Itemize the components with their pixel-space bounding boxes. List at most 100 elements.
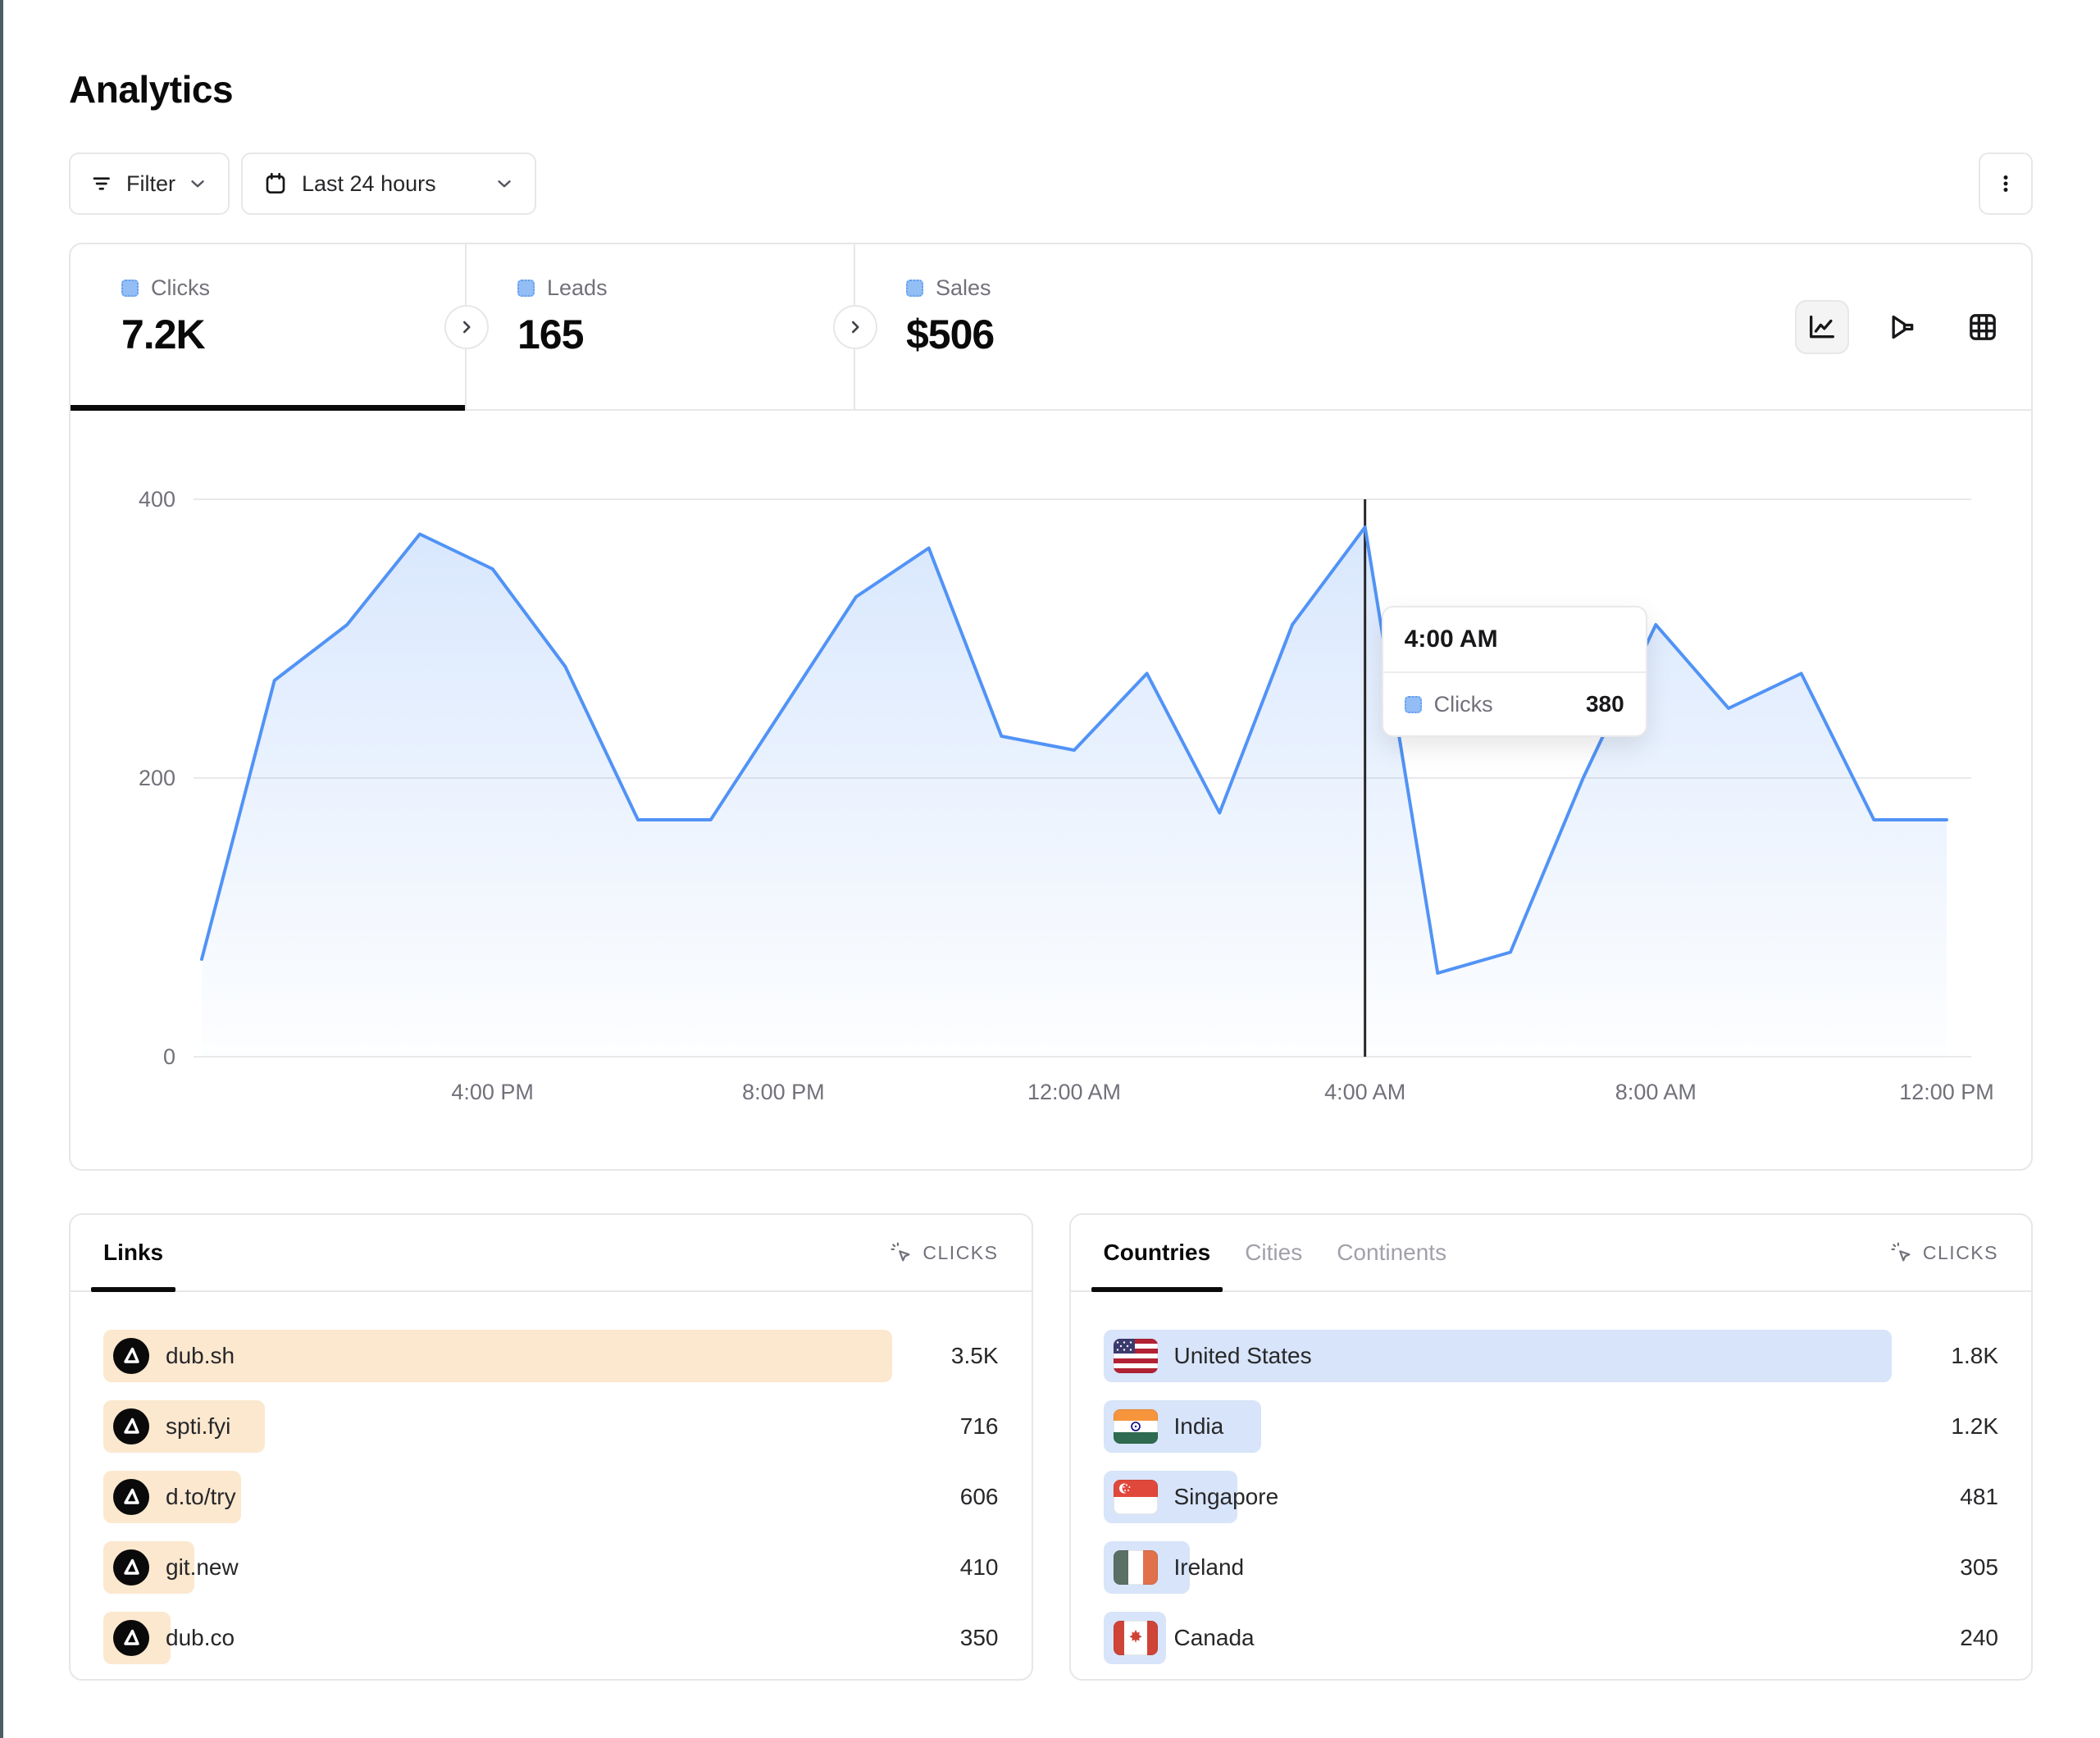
- x-axis-label: 8:00 AM: [1615, 1080, 1697, 1104]
- row-label: spti.fyi: [166, 1413, 231, 1439]
- row-label: Canada: [1173, 1625, 1255, 1650]
- countries-metric-header[interactable]: CLICKS: [1890, 1241, 1998, 1264]
- sg-flag-icon: [1113, 1480, 1158, 1514]
- x-axis-label: 8:00 PM: [742, 1080, 825, 1104]
- us-flag-icon: [1113, 1339, 1158, 1373]
- row-value: 3.5K: [950, 1343, 999, 1368]
- singapore-flag-icon: [1113, 1480, 1158, 1514]
- country-row-united-states[interactable]: United States 1.8K: [1103, 1330, 1998, 1382]
- chart-region: 0 200 400 4:00 PM 8:00 PM 12:00 AM 4:00 AM 8:00…: [71, 411, 2031, 1169]
- row-value: 350: [959, 1625, 999, 1650]
- row-value: 1.8K: [1951, 1343, 1998, 1368]
- stats-tab-clicks[interactable]: Clicks 7.2K: [71, 244, 467, 411]
- tooltip-time: 4:00 AM: [1404, 626, 1498, 653]
- row-label: India: [1173, 1413, 1224, 1439]
- row-label: dub.sh: [166, 1343, 235, 1368]
- funnel-chart-icon: [1886, 311, 1919, 344]
- country-row-singapore[interactable]: Singapore 481: [1103, 1471, 1998, 1523]
- stats-tab-sales[interactable]: Sales $506: [855, 244, 2031, 409]
- leads-legend-square: [517, 280, 535, 297]
- filter-button[interactable]: Filter: [69, 152, 230, 215]
- chevron-down-icon: [494, 173, 515, 194]
- clicks-line: [200, 525, 1948, 975]
- link-row-dub-sh[interactable]: dub.sh 3.5K: [103, 1330, 999, 1382]
- tooltip-legend-square: [1404, 695, 1422, 713]
- x-axis-label: 4:00 PM: [451, 1080, 534, 1104]
- links-metric-header[interactable]: CLICKS: [890, 1241, 998, 1264]
- clicks-legend-square: [121, 280, 139, 297]
- y-axis-label: 0: [163, 1044, 175, 1069]
- row-label: git.new: [166, 1554, 239, 1580]
- funnel-chart-view-button[interactable]: [1875, 300, 1929, 354]
- link-row-spti-fyi[interactable]: spti.fyi 716: [103, 1400, 999, 1453]
- filter-icon: [90, 171, 115, 196]
- x-axis-label: 12:00 AM: [1027, 1080, 1121, 1104]
- dub-logo-icon: [113, 1408, 149, 1445]
- us-flag-icon: [1113, 1339, 1158, 1373]
- countries-panel-header: Countries Cities Continents CLICKS: [1070, 1215, 2031, 1292]
- country-row-canada[interactable]: Canada 240: [1103, 1612, 1998, 1664]
- kebab-icon: [1993, 171, 2018, 196]
- tab-countries[interactable]: Countries: [1091, 1215, 1223, 1292]
- chevron-down-icon: [187, 173, 208, 194]
- dub-logo-icon: [113, 1549, 149, 1586]
- in-flag-icon: [1113, 1409, 1158, 1444]
- dub-logo-icon: [113, 1338, 149, 1374]
- links-metric-label: CLICKS: [922, 1241, 999, 1263]
- expand-leads-button[interactable]: [833, 305, 877, 349]
- leads-stat-value: 165: [517, 312, 584, 357]
- line-chart-view-button[interactable]: [1795, 300, 1849, 354]
- ireland-flag-icon: [1113, 1550, 1158, 1585]
- links-panel-header: Links CLICKS: [71, 1215, 1032, 1292]
- dub-logo-icon: [113, 1479, 149, 1515]
- bar-fill: [1103, 1330, 1892, 1382]
- row-label: d.to/try: [166, 1484, 236, 1509]
- toolbar: Filter Last 24 hours: [69, 152, 2033, 215]
- y-axis-label: 400: [139, 487, 175, 512]
- countries-list: United States 1.8K India 1.2K Singapore …: [1071, 1292, 2032, 1664]
- clicks-area-chart[interactable]: 0 200 400 4:00 PM 8:00 PM 12:00 AM 4:00 AM 8:00…: [71, 411, 2032, 1169]
- stats-row: Clicks 7.2K Leads 165 Sales $506: [71, 244, 2031, 411]
- row-value: 410: [959, 1554, 999, 1580]
- bar-fill: [103, 1330, 892, 1382]
- chevron-right-icon: [456, 316, 477, 338]
- dub-logo-icon: [113, 1620, 149, 1656]
- leads-stat-label: Leads: [547, 275, 608, 300]
- india-flag-icon: [1113, 1409, 1158, 1444]
- row-value: 606: [959, 1484, 999, 1509]
- table-view-button[interactable]: [1956, 300, 2010, 354]
- y-axis-label: 200: [139, 766, 175, 790]
- dub-logo-icon: [113, 1479, 149, 1515]
- tab-cities[interactable]: Cities: [1245, 1240, 1303, 1265]
- links-panel: Links CLICKS dub.sh 3.5K: [69, 1213, 1033, 1681]
- dub-logo-icon: [113, 1338, 149, 1374]
- active-tab-underline: [71, 405, 465, 411]
- row-value: 1.2K: [1951, 1413, 1998, 1439]
- link-row-d-to-try[interactable]: d.to/try 606: [103, 1471, 999, 1523]
- chart-type-toggle: [1795, 300, 2010, 354]
- countries-metric-label: CLICKS: [1922, 1241, 1998, 1263]
- kebab-menu-button[interactable]: [1979, 152, 2033, 215]
- stats-tab-leads[interactable]: Leads 165: [467, 244, 855, 409]
- row-label: dub.co: [166, 1625, 235, 1650]
- sales-stat-value: $506: [906, 312, 995, 357]
- date-range-button[interactable]: Last 24 hours: [241, 152, 536, 215]
- country-row-ireland[interactable]: Ireland 305: [1103, 1541, 1998, 1594]
- clicks-stat-label: Clicks: [151, 275, 210, 300]
- dub-logo-icon: [113, 1549, 149, 1586]
- tab-continents[interactable]: Continents: [1337, 1240, 1447, 1265]
- link-row-dub-co[interactable]: dub.co 350: [103, 1612, 999, 1664]
- cursor-click-icon: [890, 1241, 913, 1264]
- area-fill: [202, 527, 1947, 1057]
- expand-clicks-button[interactable]: [444, 305, 489, 349]
- dub-logo-icon: [113, 1620, 149, 1656]
- tooltip-value: 380: [1585, 691, 1624, 717]
- tab-links[interactable]: Links: [91, 1215, 176, 1292]
- ca-flag-icon: [1113, 1621, 1158, 1655]
- ie-flag-icon: [1113, 1550, 1158, 1585]
- dub-logo-icon: [113, 1408, 149, 1445]
- sales-legend-square: [906, 280, 923, 297]
- grid-table-icon: [1966, 311, 1999, 344]
- link-row-git-new[interactable]: git.new 410: [103, 1541, 999, 1594]
- country-row-india[interactable]: India 1.2K: [1103, 1400, 1998, 1453]
